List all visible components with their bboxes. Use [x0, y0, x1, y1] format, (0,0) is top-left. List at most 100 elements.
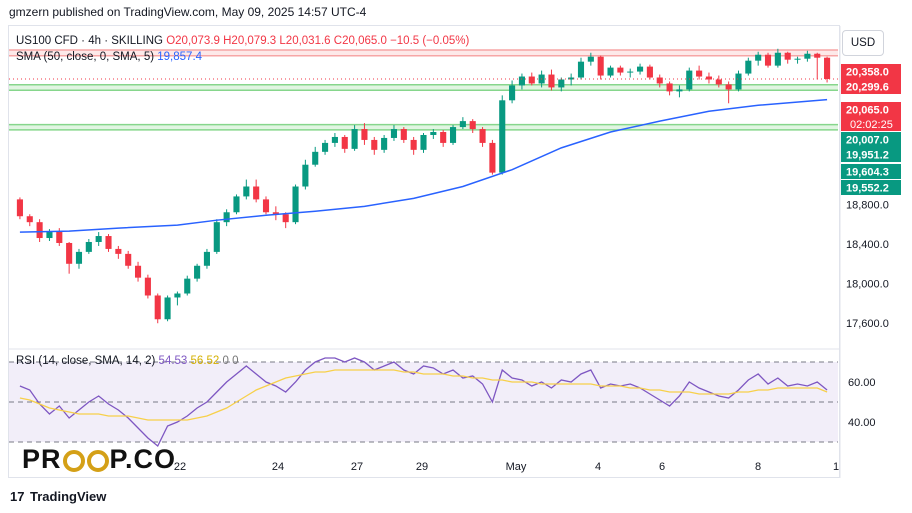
- price-label-box: [841, 79, 901, 94]
- candle-body: [568, 77, 575, 80]
- candle-body: [36, 222, 43, 239]
- time-tick-label: 8: [755, 461, 761, 473]
- currency-button[interactable]: USD: [842, 30, 884, 56]
- zone-band: [9, 84, 838, 91]
- candle-body: [243, 186, 250, 197]
- time-tick-label: 27: [351, 461, 363, 473]
- price-tick-label: 18,000.0: [846, 279, 889, 291]
- candle-body: [548, 74, 555, 88]
- published-line: gmzern published on TradingView.com, May…: [9, 5, 367, 19]
- candle-body: [184, 278, 191, 294]
- legend-symbol[interactable]: US100 CFD · 4h · SKILLING: [16, 35, 163, 47]
- candle-body: [302, 164, 309, 187]
- candle-body: [95, 236, 102, 242]
- candle-body: [194, 265, 201, 279]
- candle-body: [597, 56, 604, 76]
- candle-body: [16, 199, 23, 217]
- price-label-text: 19,604.3: [846, 167, 889, 179]
- candle-body: [331, 136, 338, 143]
- candle-body: [686, 70, 693, 90]
- price-tick-label: 18,800.0: [846, 199, 889, 211]
- legend-high: H20,079.3: [223, 35, 277, 47]
- legend-open: O20,073.9: [166, 35, 220, 47]
- candle-body: [735, 73, 742, 90]
- watermark-right: P.CO: [109, 444, 177, 474]
- candle-body: [381, 137, 388, 150]
- countdown-box: [841, 117, 901, 131]
- candle-body: [56, 231, 63, 243]
- candle-body: [764, 54, 772, 66]
- legend-close: C20,065.0: [333, 35, 387, 47]
- candle-body: [617, 67, 624, 73]
- price-label-box: [841, 180, 901, 195]
- candle-body: [253, 186, 260, 200]
- candle-body: [115, 248, 122, 254]
- time-tick-label: 6: [659, 461, 665, 473]
- candle-body: [223, 212, 230, 223]
- candle-body: [509, 85, 516, 101]
- time-tick-label: 1: [833, 461, 839, 473]
- grid-layer: [9, 26, 841, 478]
- price-label-box: [841, 64, 901, 79]
- candle-body: [390, 129, 398, 138]
- candle-body: [518, 76, 525, 86]
- zones-layer: [9, 49, 838, 131]
- sma-line: [19, 98, 828, 233]
- tradingview-label: TradingView: [30, 489, 107, 504]
- price-axis-layer: 17,600.0 18,000.0 18,400.0 18,800.0 20,358.0…: [841, 64, 901, 330]
- candle-body: [410, 139, 417, 150]
- candle-body: [774, 52, 781, 66]
- price-label-box: [841, 147, 901, 162]
- candle-body: [26, 216, 33, 223]
- candle-body: [804, 53, 811, 59]
- price-label-box: [841, 102, 901, 117]
- tradingview-brand[interactable]: 17 TradingView: [10, 489, 106, 504]
- candle-body: [705, 76, 713, 80]
- price-label-text: 20,065.0: [846, 105, 889, 117]
- candle-body: [174, 293, 181, 298]
- candle-body: [814, 53, 821, 58]
- time-tick-label: May: [506, 461, 527, 473]
- rsi-legend: RSI (14, close, SMA, 14, 2) 54.53 56.52 …: [16, 355, 239, 367]
- candle-body: [213, 222, 220, 252]
- time-axis-layer: 22 24 27 29 May 4 6 8 1: [174, 461, 839, 473]
- price-label-text: 19,951.2: [846, 150, 889, 162]
- price-label-text: 20,299.6: [846, 82, 889, 94]
- candle-body: [371, 139, 378, 150]
- candle-body: [154, 295, 161, 320]
- countdown-text: 02:02:25: [850, 119, 893, 131]
- candle-body: [745, 60, 752, 74]
- candle-body: [666, 83, 673, 92]
- candle-body: [824, 57, 831, 80]
- candle-body: [75, 251, 83, 264]
- tradingview-logo-icon: 17: [10, 489, 25, 504]
- watermark-o-icon: [62, 449, 85, 472]
- legend-low: L20,031.6: [279, 35, 331, 47]
- candle-body: [656, 77, 663, 84]
- time-tick-label: 29: [416, 461, 428, 473]
- candle-body: [292, 186, 299, 223]
- candle-body: [479, 129, 486, 143]
- time-tick-label: 4: [595, 461, 601, 473]
- candle-body: [676, 89, 683, 92]
- candle-body: [144, 277, 151, 296]
- candle-body: [272, 212, 279, 215]
- candle-body: [105, 236, 112, 249]
- candle-body: [351, 129, 358, 149]
- candle-body: [637, 66, 644, 72]
- rsi-tick-label: 60.00: [848, 377, 876, 389]
- legend-change: −10.5 (−0.05%): [390, 35, 470, 47]
- watermark-o-icon: [86, 449, 109, 472]
- candle-body: [577, 61, 585, 78]
- candle-body: [233, 196, 240, 213]
- sma-legend-label[interactable]: SMA (50, close, 0, SMA, 5): [16, 51, 155, 63]
- rsi-legend-label[interactable]: RSI (14, close, SMA, 14, 2): [16, 355, 156, 367]
- candle-body: [262, 199, 270, 213]
- candle-body: [469, 121, 476, 130]
- zone-band: [9, 124, 838, 130]
- candle-body: [755, 54, 762, 61]
- watermark-left: PR: [22, 444, 62, 474]
- watermark-logo: PR P.CO: [22, 444, 176, 475]
- candle-body: [489, 142, 496, 173]
